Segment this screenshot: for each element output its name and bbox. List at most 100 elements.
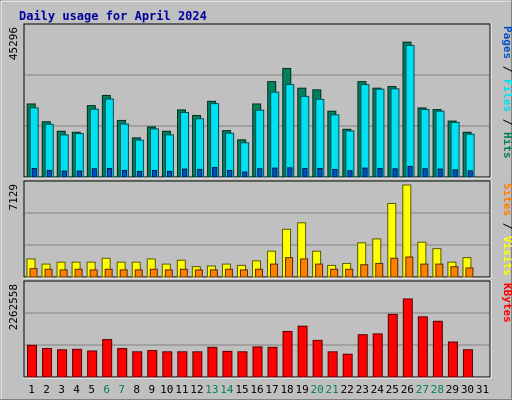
bar-kbytes-day-24 [372,333,383,378]
bar-kbytes-day-4 [72,348,83,378]
x-tick-label-day-15: 15 [235,383,248,396]
legend-label-kbytes: KBytes [501,283,512,323]
bar-sites-day-20 [315,263,324,278]
bar-kbytes-day-27 [417,316,428,378]
x-tick-label-day-18: 18 [280,383,293,396]
bar-pages-day-23 [362,167,368,178]
bar-sites-day-22 [345,268,354,278]
bar-kbytes-day-22 [342,353,353,378]
x-tick-label-day-16: 16 [250,383,263,396]
legend-label-sites: Sites [501,183,512,216]
panel-hits-axis-legend: Pages / Files / Hits [501,26,512,159]
bar-pages-day-6 [106,167,113,178]
bar-kbytes-day-28 [432,320,443,378]
bar-sites-day-29 [450,266,459,278]
bar-sites-day-24 [375,262,384,278]
bar-files-day-11 [180,112,190,178]
bar-kbytes-day-21 [327,351,338,378]
bar-sites-day-7 [119,269,128,278]
bar-pages-day-5 [91,168,98,178]
panel-visits: 7129 Sites / Visits [7,180,512,279]
bar-pages-day-17 [272,167,278,178]
legend-separator: / [501,112,512,132]
bar-sites-day-1 [29,268,38,278]
bar-kbytes-day-16 [252,346,263,378]
bar-sites-day-3 [59,269,68,278]
panel-hits-ymax-label: 45296 [7,27,20,60]
bar-sites-day-11 [179,268,188,278]
bar-kbytes-day-3 [57,349,68,378]
panel-visits-axis-legend: Sites / Visits [501,183,512,276]
bar-files-day-4 [74,133,84,178]
bar-files-day-26 [405,44,415,178]
bar-pages-day-13 [212,166,218,178]
bar-sites-day-6 [104,268,113,278]
bar-kbytes-day-15 [237,351,248,378]
x-tick-label-day-21: 21 [326,383,339,396]
bar-sites-day-9 [149,268,158,278]
bar-files-day-7 [119,123,129,178]
panel-visits-ymax-label: 7129 [7,184,20,211]
bar-pages-day-24 [377,167,383,178]
x-tick-label-day-3: 3 [58,383,65,396]
bar-files-day-19 [300,95,310,178]
legend-separator: / [501,59,512,79]
x-tick-label-day-7: 7 [118,383,125,396]
bar-files-day-20 [315,98,325,178]
bar-pages-day-18 [287,167,293,178]
bar-kbytes-day-5 [87,350,98,378]
bar-sites-day-14 [224,268,233,278]
bar-files-day-13 [210,103,220,178]
chart-panels: 45296 Pages / Files / Hits 7129 Sites / Vis… [7,23,512,379]
bar-files-day-23 [360,84,370,178]
bar-kbytes-day-29 [447,341,458,378]
bar-pages-day-21 [332,168,338,178]
x-tick-label-day-11: 11 [175,383,188,396]
bar-pages-day-28 [437,168,443,178]
x-tick-label-day-31: 31 [476,383,489,396]
bar-sites-day-16 [254,268,263,278]
bar-sites-day-17 [270,263,279,278]
bar-kbytes-day-20 [312,339,323,378]
x-tick-label-day-13: 13 [205,383,218,396]
bar-files-day-29 [450,121,460,178]
bar-kbytes-day-1 [27,344,37,378]
bar-kbytes-day-25 [387,313,398,378]
x-tick-label-day-19: 19 [295,383,308,396]
bar-sites-day-15 [239,269,248,278]
bar-files-day-1 [29,107,39,178]
bar-pages-day-30 [467,170,473,178]
bar-sites-day-18 [285,257,294,278]
bar-pages-day-29 [452,169,458,178]
x-tick-label-day-5: 5 [88,383,95,396]
bar-sites-day-12 [194,269,203,278]
x-tick-label-day-6: 6 [103,383,110,396]
bar-pages-day-26 [407,165,413,178]
bar-kbytes-day-6 [102,339,113,378]
series-pages [31,165,473,178]
bar-sites-day-23 [360,264,369,278]
bar-files-day-21 [330,114,340,178]
bar-kbytes-day-14 [222,350,233,378]
bar-pages-day-14 [227,169,233,178]
bar-pages-day-19 [302,167,308,178]
bar-kbytes-day-7 [117,348,128,378]
x-tick-label-day-25: 25 [386,383,399,396]
x-tick-label-day-23: 23 [356,383,369,396]
bar-pages-day-9 [151,169,158,178]
bar-files-day-12 [195,118,205,178]
bar-kbytes-day-17 [267,346,278,378]
x-tick-label-day-17: 17 [265,383,278,396]
bar-pages-day-4 [76,170,82,178]
bar-kbytes-day-9 [147,350,158,378]
bar-sites-day-8 [134,269,143,278]
legend-label-visits: Visits [501,236,512,276]
bar-pages-day-12 [197,168,203,178]
bar-sites-day-5 [89,269,98,278]
bar-files-day-17 [270,91,280,178]
bar-sites-day-4 [74,268,83,278]
bar-sites-day-30 [465,267,474,278]
bar-files-day-18 [285,84,295,178]
bar-pages-day-22 [347,170,353,178]
bar-pages-day-20 [317,167,323,178]
